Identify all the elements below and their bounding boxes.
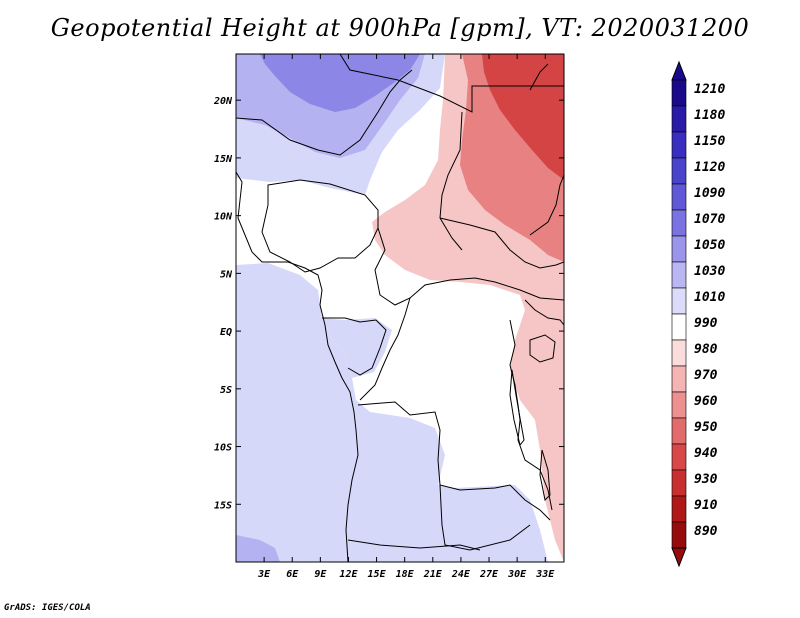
legend-label: 890 bbox=[694, 524, 718, 539]
legend-label: 970 bbox=[694, 368, 718, 383]
map-frame bbox=[235, 53, 565, 563]
border-car-south bbox=[359, 297, 411, 401]
field-ocean-blue bbox=[236, 263, 548, 562]
lat-tick-label: 15S bbox=[214, 500, 232, 511]
lat-tick-label: 5N bbox=[220, 269, 233, 280]
legend-label: 930 bbox=[694, 472, 718, 487]
lake-tanganyika bbox=[509, 369, 525, 447]
legend-label: 950 bbox=[694, 420, 718, 435]
border-sahel-line bbox=[236, 69, 413, 156]
lat-tick-label: 10S bbox=[214, 443, 232, 454]
legend-swatch bbox=[671, 209, 687, 237]
legend-swatch bbox=[671, 469, 687, 497]
border-namibia bbox=[347, 539, 481, 551]
lon-tick-label: 33E bbox=[535, 569, 555, 580]
lat-tick-label: 5S bbox=[220, 385, 232, 396]
lake-victoria bbox=[529, 334, 556, 363]
lon-tick-label: 9E bbox=[314, 569, 327, 580]
legend-swatch bbox=[671, 443, 687, 471]
lake-malawi bbox=[539, 449, 551, 502]
border-libya-sudan bbox=[339, 54, 564, 113]
legend-label: 960 bbox=[694, 394, 718, 409]
border-angola-zambia bbox=[439, 484, 531, 551]
legend-swatch bbox=[671, 339, 687, 367]
color-legend: 1210 1180 1150 1120 1090 1070 1050 1030 1010 990 9… bbox=[671, 60, 725, 568]
legend-swatch bbox=[671, 417, 687, 445]
lon-tick-label: 30E bbox=[507, 569, 527, 580]
legend-label: 1120 bbox=[694, 160, 725, 175]
legend-swatch bbox=[671, 521, 687, 549]
legend-swatch bbox=[671, 365, 687, 393]
legend-label: 990 bbox=[694, 316, 718, 331]
border-gabon bbox=[322, 317, 387, 376]
red-sea-coast bbox=[529, 63, 549, 91]
height-field bbox=[236, 54, 564, 562]
legend-label: 910 bbox=[694, 498, 718, 513]
lat-tick-label: 10N bbox=[214, 212, 233, 223]
legend-swatch bbox=[671, 287, 687, 315]
lat-tick-label: EQ bbox=[220, 327, 232, 338]
border-sudan-southsudan bbox=[439, 217, 564, 269]
legend-label: 1090 bbox=[694, 186, 725, 201]
field-sw-blue bbox=[236, 535, 280, 562]
legend-label: 940 bbox=[694, 446, 718, 461]
lat-tick-label: 15N bbox=[214, 154, 233, 165]
border-ethiopia bbox=[529, 174, 564, 236]
border-uganda-kenya bbox=[524, 299, 564, 326]
lon-tick-label: 12E bbox=[339, 569, 358, 580]
legend-label: 1150 bbox=[694, 134, 725, 149]
border-chad-east bbox=[439, 111, 463, 251]
legend-swatch bbox=[671, 183, 687, 211]
legend-label: 980 bbox=[694, 342, 718, 357]
legend-swatch bbox=[671, 157, 687, 185]
legend-swatch bbox=[671, 131, 687, 159]
legend-label: 1210 bbox=[694, 82, 725, 97]
latitude-axis: 20N 15N 10N 5N EQ 5S 10S 15S bbox=[213, 96, 564, 511]
longitude-axis: 3E 6E 9E 12E 15E 18E 21E 24E 27E 30E 33E bbox=[257, 54, 555, 580]
legend-swatch bbox=[671, 261, 687, 289]
coastline-west-africa bbox=[236, 171, 359, 562]
legend-label: 1180 bbox=[694, 108, 725, 123]
legend-bottom-arrow bbox=[671, 547, 687, 568]
legend-label: 1010 bbox=[694, 290, 725, 305]
border-cameroon bbox=[374, 227, 564, 306]
legend-top-arrow bbox=[671, 60, 687, 81]
legend-label: 1050 bbox=[694, 238, 725, 253]
footer-credit: GrADS: IGES/COLA bbox=[4, 603, 91, 613]
lon-tick-label: 15E bbox=[368, 569, 387, 580]
lon-tick-label: 24E bbox=[451, 569, 471, 580]
legend-swatch bbox=[671, 391, 687, 419]
legend-swatch bbox=[671, 79, 687, 107]
legend-swatch bbox=[671, 313, 687, 341]
lon-tick-label: 27E bbox=[479, 569, 499, 580]
lat-tick-label: 20N bbox=[213, 96, 233, 107]
legend-swatch bbox=[671, 495, 687, 523]
legend-label: 1030 bbox=[694, 264, 725, 279]
legend-label: 1070 bbox=[694, 212, 725, 227]
legend-swatch bbox=[671, 105, 687, 133]
country-borders bbox=[236, 54, 564, 562]
lon-tick-label: 18E bbox=[396, 569, 415, 580]
border-nigeria bbox=[261, 179, 379, 273]
lon-tick-label: 3E bbox=[257, 569, 271, 580]
lon-tick-label: 6E bbox=[286, 569, 299, 580]
field-north-deep bbox=[260, 54, 420, 112]
legend-swatch bbox=[671, 235, 687, 263]
lon-tick-label: 21E bbox=[423, 569, 443, 580]
chart-title: Geopotential Height at 900hPa [gpm], VT:… bbox=[50, 14, 750, 42]
